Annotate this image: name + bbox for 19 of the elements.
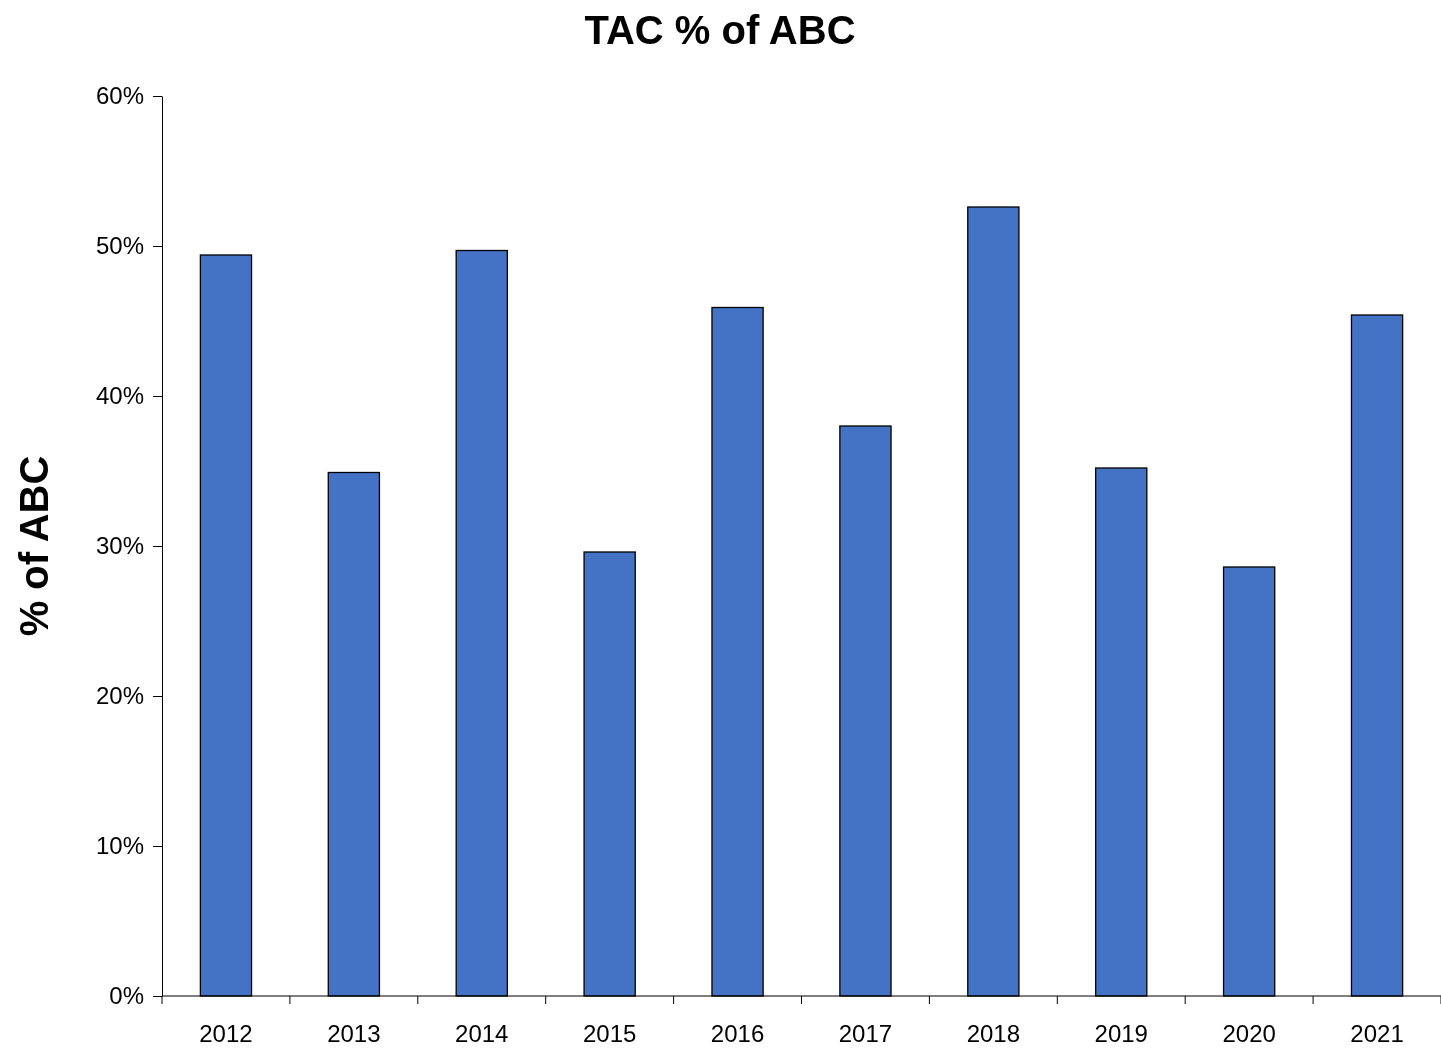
- y-tick-label: 10%: [95, 832, 144, 860]
- x-tick-label: 2013: [327, 1020, 381, 1047]
- y-tick-label: 40%: [95, 382, 144, 410]
- x-tick-label: 2019: [1094, 1020, 1148, 1047]
- y-tick-label: 60%: [95, 82, 144, 110]
- y-tick-label: 30%: [95, 532, 144, 560]
- x-tick-label: 2016: [710, 1020, 765, 1047]
- y-tick-label: 20%: [95, 682, 144, 710]
- chart-title: TAC % of ABC: [584, 8, 856, 52]
- y-axis-title: % of ABC: [12, 455, 56, 637]
- x-tick-label: 2017: [838, 1020, 893, 1047]
- x-tick-label: 2018: [966, 1020, 1021, 1047]
- x-tick-label: 2020: [1222, 1020, 1276, 1047]
- x-tick-label: 2012: [199, 1020, 253, 1047]
- x-tick-label: 2014: [455, 1020, 509, 1047]
- x-tick-label: 2015: [582, 1020, 637, 1047]
- y-tick-label: 0%: [109, 982, 144, 1010]
- x-tick-label: 2021: [1350, 1020, 1404, 1047]
- y-tick-label: 50%: [95, 232, 144, 260]
